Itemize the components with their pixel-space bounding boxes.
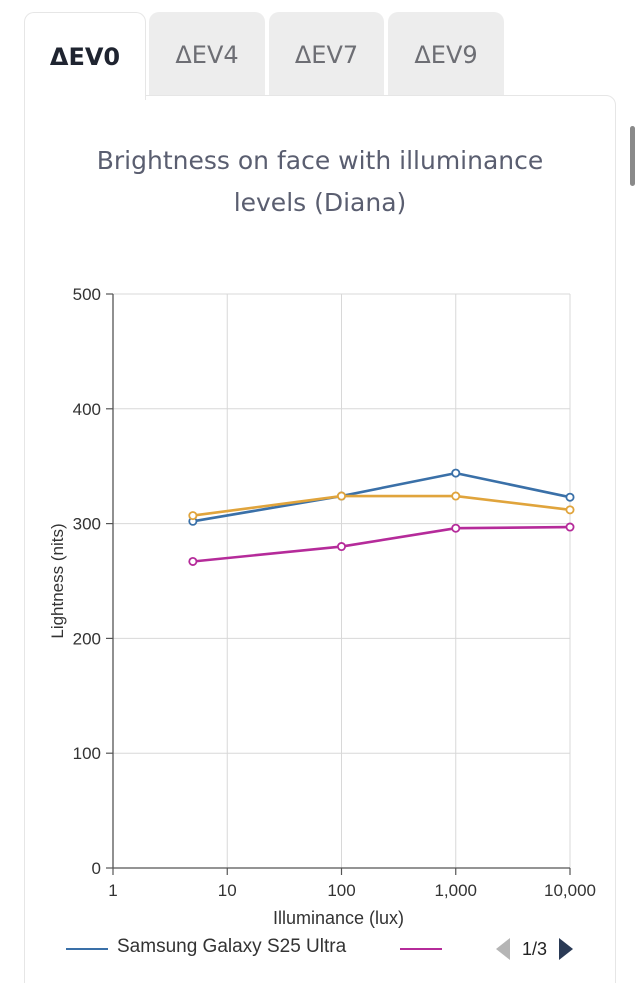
data-point-3	[188, 556, 198, 566]
series-line-2	[192, 494, 571, 517]
tab-bar: ΔEV0 ΔEV4 ΔEV7 ΔEV9	[24, 12, 524, 100]
legend-swatch-blue	[66, 948, 108, 950]
y-tick-label: 0	[92, 859, 101, 878]
label-layer: 1 10 100 1,000 10,000 0 100 200 300 400 500 Illumin…	[48, 285, 596, 928]
tab-ev7[interactable]: ΔEV7	[269, 12, 384, 98]
scrollbar[interactable]	[630, 126, 635, 186]
legend-pager: 1/3	[496, 934, 574, 964]
tab-ev9[interactable]: ΔEV9	[388, 12, 504, 98]
data-point-1	[565, 492, 575, 502]
data-point-3	[565, 522, 575, 532]
x-tick-label: 10	[218, 881, 237, 900]
data-point-3	[451, 523, 461, 533]
next-page-arrow-icon[interactable]	[559, 938, 574, 960]
tab-ev0[interactable]: ΔEV0	[24, 12, 146, 100]
data-point-3	[336, 542, 346, 552]
axis-layer	[106, 293, 571, 875]
data-point-2	[336, 491, 346, 501]
x-tick-label: 1,000	[434, 881, 477, 900]
tab-ev4[interactable]: ΔEV4	[149, 12, 265, 98]
prev-page-arrow-icon[interactable]	[496, 938, 510, 960]
data-point-1	[451, 468, 461, 478]
x-axis-title: Illuminance (lux)	[273, 908, 404, 928]
x-tick-label: 10,000	[544, 881, 596, 900]
grid-layer	[113, 293, 571, 868]
y-tick-label: 400	[73, 400, 101, 419]
x-tick-label: 1	[108, 881, 117, 900]
y-tick-label: 100	[73, 744, 101, 763]
data-point-2	[565, 505, 575, 515]
data-point-2	[188, 511, 198, 521]
legend-label-1[interactable]: Samsung Galaxy S25 Ultra	[117, 936, 347, 957]
legend-page-indicator: 1/3	[522, 938, 548, 959]
y-axis-title: Lightness (nits)	[48, 523, 67, 638]
series-line-3	[192, 525, 571, 563]
data-point-2	[451, 491, 461, 501]
y-tick-label: 300	[73, 515, 101, 534]
series-layer	[188, 468, 575, 566]
chart-panel	[24, 95, 616, 983]
legend-swatch-magenta	[400, 948, 442, 950]
x-tick-label: 100	[327, 881, 355, 900]
y-tick-label: 200	[73, 629, 101, 648]
chart-title: Brightness on face with illuminance leve…	[96, 146, 544, 217]
y-tick-label: 500	[73, 285, 101, 304]
series-line-1	[192, 471, 571, 523]
legend: Samsung Galaxy S25 Ultra 1/3	[66, 930, 586, 970]
